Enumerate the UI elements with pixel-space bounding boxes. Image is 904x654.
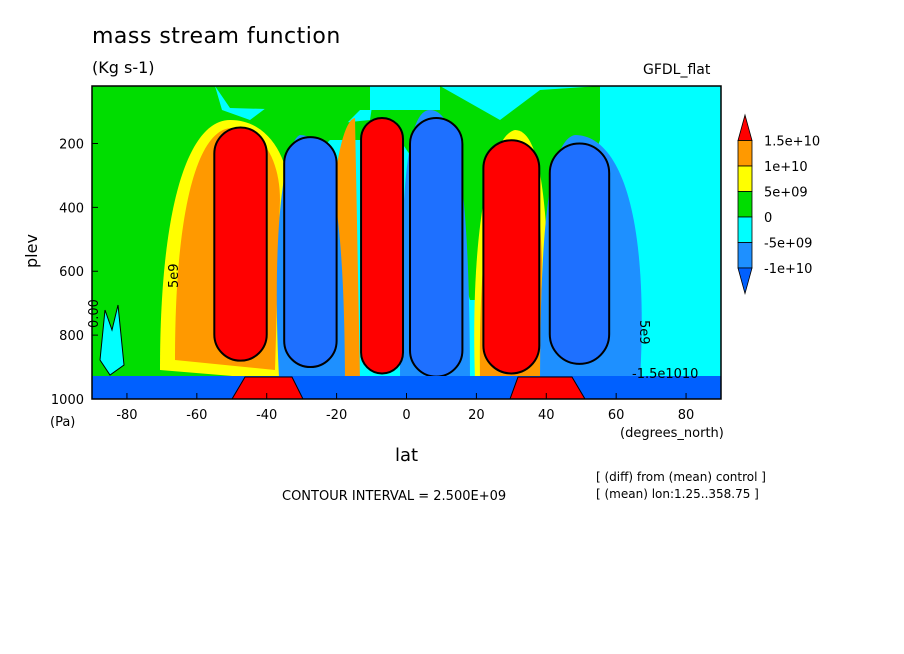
y-axis-label: plev [22,234,41,268]
cell-1 [283,136,338,369]
x-ticks: -80 -60 -40 -20 0 20 40 60 80 [116,393,694,423]
cell-5 [548,142,611,365]
cells-group [213,116,611,378]
y-tick-label-4: 1000 [51,393,84,408]
x-tick-label-7: 60 [608,408,625,423]
colorbar-swatch-4 [737,216,753,243]
y-tick-label-1: 400 [59,201,84,216]
colorbar-swatch-0 [737,113,753,141]
colorbar-label-0: 1.5e+10 [764,135,820,150]
colorbar: 1.5e+10 1e+10 5e+09 0 -5e+09 -1e+10 [737,113,820,296]
cell-3 [408,116,464,378]
field-positive-top [92,86,380,130]
y-tick-label-2: 600 [59,265,84,280]
contour-label-2: 0.00 [87,299,102,328]
colorbar-label-5: -1e+10 [764,262,812,277]
x-tick-label-1: -60 [186,408,207,423]
colorbar-swatch-5 [737,242,753,269]
chart-title: mass stream function [92,24,341,49]
colorbar-swatch-2 [737,165,753,192]
contour-label-3: 5e9 [636,320,651,345]
model-label: GFDL_flat [643,62,711,78]
colorbar-label-4: -5e+09 [764,237,812,252]
x-tick-label-8: 80 [678,408,695,423]
colorbar-label-1: 1e+10 [764,160,808,175]
x-tick-label-0: -80 [116,408,137,423]
cell-4 [482,139,541,375]
y-tick-label-0: 200 [59,137,84,152]
x-tick-label-4: 0 [402,408,410,423]
colorbar-swatch-6 [737,267,753,296]
x-tick-label-6: 40 [538,408,555,423]
y-ticks: 200 400 600 800 1000 [51,137,98,408]
y-tick-label-3: 800 [59,329,84,344]
topo-red-sh [231,376,304,399]
colorbar-swatch-1 [737,140,753,167]
topo-red-nh [509,376,586,399]
x-tick-label-2: -40 [256,408,277,423]
note-mean: [ (mean) lon:1.25..358.75 ] [596,487,759,501]
x-tick-label-5: 20 [468,408,485,423]
contour-label-1: 5e9 [167,263,182,288]
field-negative-top [370,86,440,110]
x-axis-label: lat [395,445,419,466]
cyan-patch [99,304,125,376]
cell-0 [213,126,268,362]
contour-interval: CONTOUR INTERVAL = 2.500E+09 [282,489,507,504]
colorbar-swatch-3 [737,191,753,218]
note-diff: [ (diff) from (mean) control ] [596,470,766,484]
cell-2 [360,116,405,375]
y-axis-units: (Pa) [50,415,76,430]
chart-units: (Kg s-1) [92,58,155,77]
colorbar-label-3: 0 [764,211,772,226]
x-tick-label-3: -20 [326,408,347,423]
plot-fill [92,86,721,399]
contour-label-4: -1.5e1010 [632,367,698,382]
colorbar-label-2: 5e+09 [764,186,808,201]
x-axis-units: (degrees_north) [620,426,724,441]
